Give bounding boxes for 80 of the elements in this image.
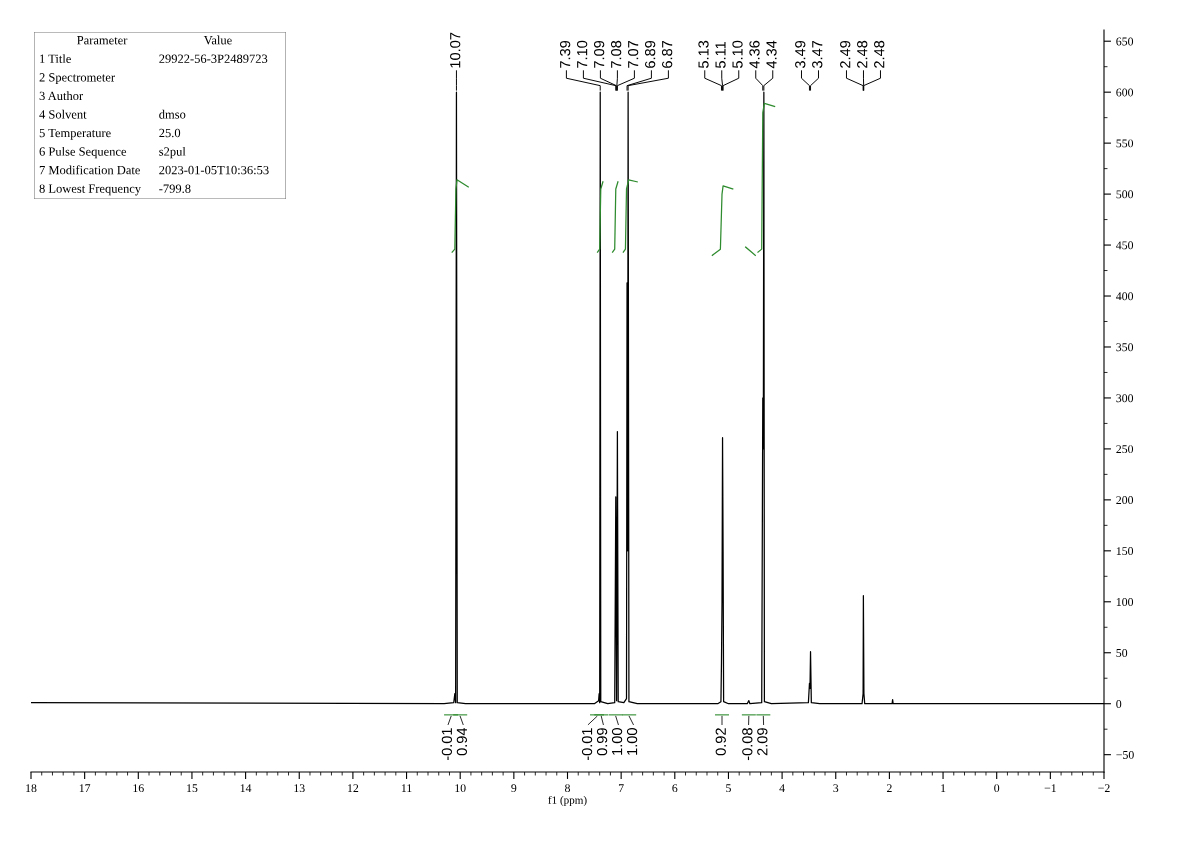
category-label: 2 Spectrometer [39, 73, 115, 85]
annotation: 0.94 [456, 727, 468, 756]
annotation: 10.07 [450, 32, 461, 68]
category-label: 6 Pulse Sequence [39, 146, 127, 159]
annotation: 4.36 [749, 40, 760, 69]
annotation: 2.09 [757, 728, 768, 756]
annotation: 7.07 [627, 40, 639, 68]
x-tick-label: 9 [511, 784, 517, 793]
x-tick-label: 6 [672, 784, 678, 793]
y-tick-label: 650 [1116, 37, 1134, 46]
x-tick-label: 1 [941, 784, 946, 792]
x-tick-label: 15 [187, 784, 198, 793]
text: dmso [159, 109, 186, 119]
x-tick-label: 13 [294, 784, 305, 793]
category-label: Value [203, 35, 232, 45]
y-tick-label: 150 [1116, 547, 1134, 556]
text: -799.8 [159, 184, 191, 193]
x-tick-label: 7 [618, 784, 624, 792]
y-tick-label: 250 [1116, 445, 1134, 454]
x-tick-label: 12 [348, 784, 359, 792]
annotation: 2.48 [857, 40, 868, 68]
y-tick-label: 350 [1116, 343, 1134, 352]
x-tick-label: 5 [726, 784, 731, 793]
annotation: 5.11 [715, 41, 726, 68]
x-tick-label: −1 [1044, 784, 1056, 792]
category-label: 5 Temperature [39, 128, 111, 140]
annotation: 0.92 [715, 728, 726, 756]
annotation: 1.00 [611, 728, 623, 755]
annotation: -0.08 [742, 728, 753, 761]
text: 2023-01-05T10:36:53 [159, 165, 269, 175]
x-tick-label: 0 [994, 784, 1000, 793]
y-tick-label: 450 [1116, 241, 1134, 250]
annotation: 7.10 [576, 40, 588, 68]
x-tick-label: 8 [565, 784, 570, 793]
x-tick-label: 4 [779, 784, 785, 792]
annotation: 6.89 [644, 40, 656, 68]
annotation: 0.99 [596, 728, 608, 756]
annotation: 7.08 [610, 40, 622, 68]
x-tick-label: 10 [455, 784, 466, 793]
y-tick-label: 300 [1116, 394, 1134, 403]
annotation: 3.47 [812, 40, 823, 69]
category-label: 3 Author [39, 91, 84, 101]
annotation: -0.01 [581, 728, 593, 761]
annotation: 6.87 [661, 40, 673, 68]
y-tick-label: −50 [1116, 750, 1134, 759]
text: s2pul [159, 146, 186, 159]
annotation: 2.49 [840, 40, 851, 68]
annotation: 5.10 [732, 40, 743, 68]
annotation: 2.48 [874, 40, 885, 68]
annotation: -0.01 [441, 728, 453, 761]
annotation: 3.49 [795, 40, 806, 69]
annotation: 4.34 [766, 40, 777, 69]
annotation: 7.09 [593, 40, 605, 68]
y-tick-label: 600 [1116, 88, 1134, 97]
x-tick-label: −2 [1098, 784, 1110, 792]
x-tick-label: 18 [26, 784, 37, 793]
x-tick-label: 16 [133, 784, 144, 793]
text: 29922-56-3P2489723 [159, 54, 268, 63]
x-axis-title: f1 (ppm) [548, 795, 587, 807]
x-tick-label: 17 [79, 784, 91, 792]
category-label: 7 Modification Date [39, 165, 140, 175]
y-tick-label: 500 [1116, 190, 1134, 199]
y-tick-label: 100 [1116, 598, 1134, 606]
annotation: 7.39 [559, 40, 571, 68]
text: 25.0 [159, 128, 181, 138]
category-label: 1 Title [40, 54, 71, 63]
category-label: 8 Lowest Frequency [39, 184, 142, 196]
annotation: 5.13 [698, 40, 709, 68]
y-tick-label: 200 [1116, 496, 1134, 505]
annotation: 1.00 [626, 728, 638, 755]
x-tick-label: 11 [401, 784, 412, 792]
category-label: Parameter [77, 36, 128, 45]
x-tick-label: 3 [833, 784, 839, 793]
y-tick-label: 550 [1116, 139, 1134, 148]
y-tick-label: 400 [1116, 292, 1134, 301]
x-tick-label: 14 [240, 784, 252, 792]
category-label: 4 Solvent [39, 109, 87, 119]
y-tick-label: 0 [1116, 699, 1122, 708]
x-tick-label: 2 [886, 784, 892, 792]
y-tick-label: 50 [1116, 649, 1128, 657]
